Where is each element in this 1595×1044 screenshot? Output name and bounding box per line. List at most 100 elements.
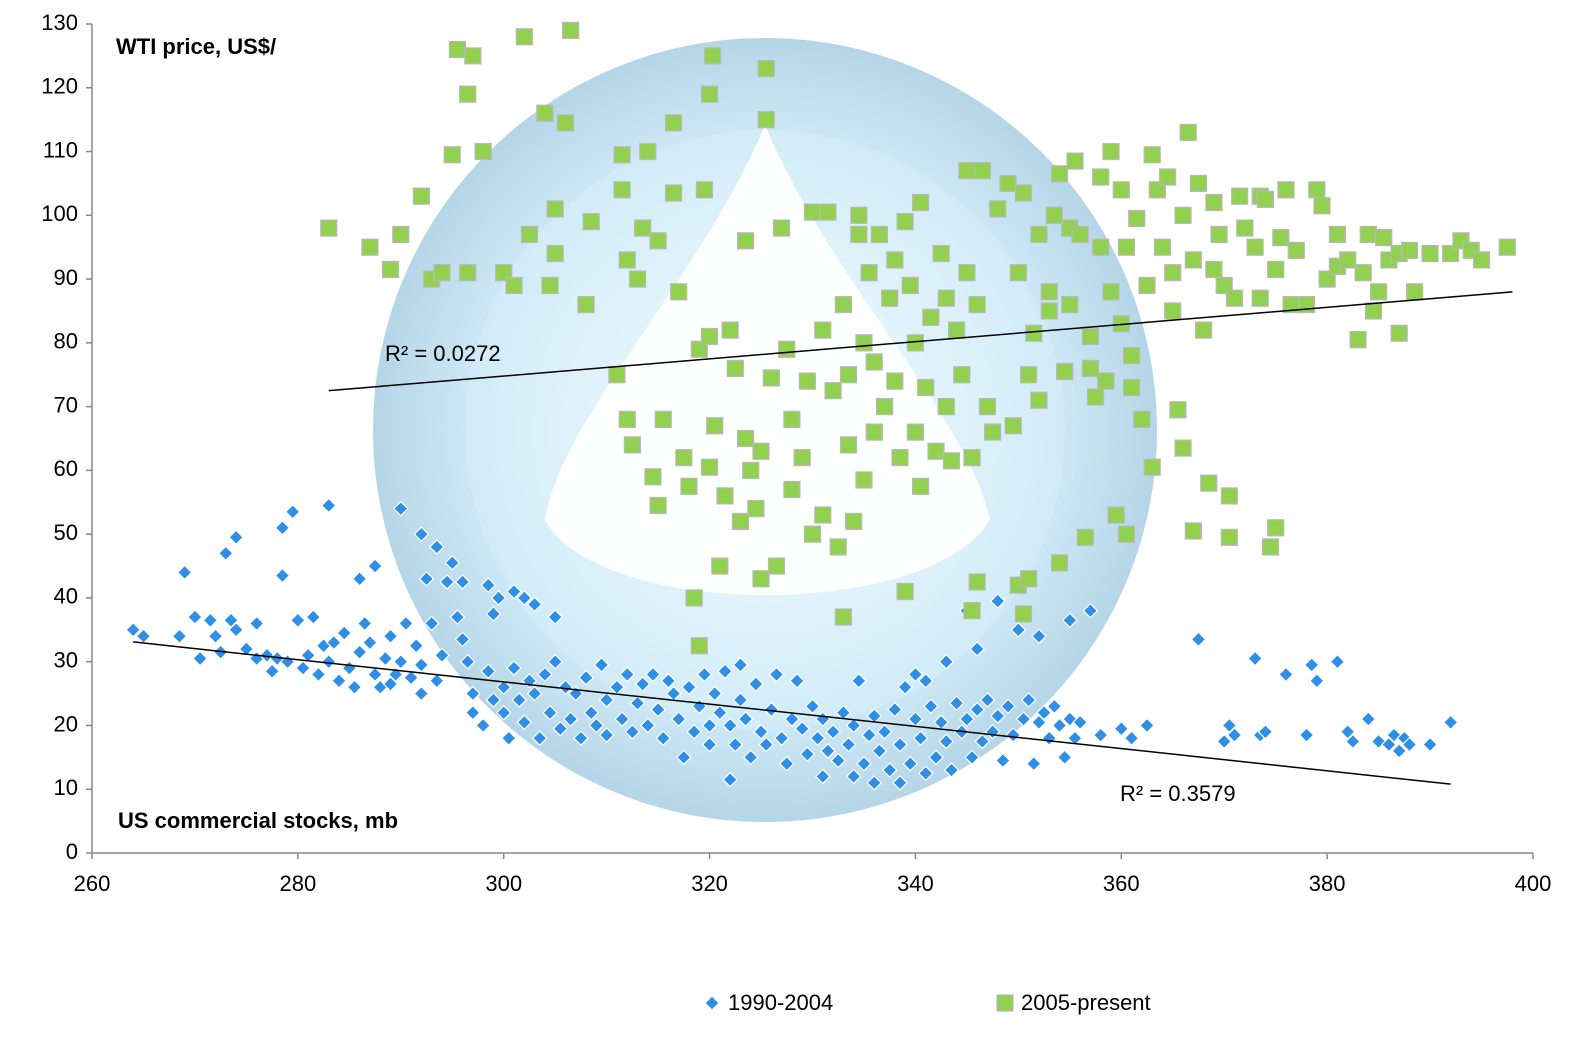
data-point (973, 162, 991, 180)
data-point (1442, 714, 1459, 731)
data-point (742, 749, 759, 766)
data-point (814, 506, 832, 524)
data-point (1210, 225, 1228, 244)
data-point (341, 660, 358, 676)
data-point (480, 663, 497, 680)
data-point (1257, 723, 1274, 740)
data-point (1102, 283, 1120, 301)
data-point (556, 114, 575, 132)
data-point (1189, 174, 1208, 193)
data-point (773, 730, 790, 747)
data-point (418, 570, 435, 587)
data-point (300, 647, 316, 664)
data-point (336, 625, 353, 641)
data-point (917, 765, 934, 782)
trendline-label: R² = 0.3579 (1120, 781, 1236, 806)
data-point (1061, 295, 1079, 314)
data-point (752, 570, 770, 588)
data-point (700, 85, 719, 103)
data-point (845, 512, 863, 531)
data-point (459, 85, 477, 103)
data-point (726, 359, 744, 377)
data-point (1041, 730, 1058, 747)
data-point (264, 663, 280, 680)
data-point (974, 733, 991, 750)
data-point (891, 449, 909, 467)
data-point (588, 717, 605, 734)
data-point (628, 270, 647, 288)
data-point (834, 295, 852, 314)
data-point (875, 398, 894, 416)
data-point (1164, 264, 1182, 282)
data-point (902, 755, 919, 772)
data-point (1364, 302, 1383, 320)
data-point (1081, 327, 1100, 346)
data-point (1174, 439, 1192, 457)
data-point (1308, 181, 1326, 199)
data-point (351, 570, 368, 587)
data-point (645, 666, 661, 683)
data-point (125, 621, 142, 638)
data-point (675, 449, 693, 467)
data-point (1000, 698, 1016, 715)
data-point (886, 701, 903, 718)
data-point (1215, 276, 1233, 295)
data-point (1375, 229, 1393, 247)
data-point (732, 657, 749, 673)
x-tick-label: 300 (485, 871, 522, 896)
data-point (511, 692, 528, 708)
data-point (1472, 251, 1491, 269)
data-point (901, 276, 919, 295)
data-point (1112, 181, 1130, 199)
data-point (978, 398, 997, 416)
x-tick-label: 400 (1515, 871, 1552, 896)
y-tick-label: 20 (54, 711, 78, 736)
data-point (881, 289, 899, 307)
data-point (712, 704, 728, 721)
data-point (834, 608, 852, 626)
data-point (722, 771, 739, 788)
data-point (562, 711, 579, 727)
data-point (1107, 506, 1125, 524)
data-point (614, 711, 630, 727)
data-point (618, 251, 636, 269)
data-point (968, 573, 986, 591)
data-point (448, 40, 466, 59)
data-point (392, 653, 409, 670)
data-point (1205, 193, 1223, 212)
data-point (444, 555, 461, 571)
data-point (485, 606, 502, 622)
data-point (449, 609, 466, 625)
data-point (537, 666, 553, 683)
data-point (969, 641, 986, 657)
data-point (495, 679, 512, 696)
data-point (948, 695, 965, 711)
data-point (959, 711, 975, 727)
data-point (927, 442, 945, 460)
data-point (618, 410, 636, 428)
data-point (1278, 666, 1294, 683)
data-point (582, 213, 600, 231)
data-point (1031, 628, 1047, 645)
data-point (1169, 401, 1187, 419)
data-point (634, 676, 651, 692)
data-point (639, 717, 656, 734)
data-point (501, 730, 517, 747)
data-point (989, 708, 1006, 724)
data-point (443, 146, 461, 164)
data-point (495, 704, 512, 721)
data-point (706, 417, 724, 435)
data-point (1020, 570, 1038, 588)
data-point (1220, 487, 1238, 505)
legend-label: 1990-2004 (728, 990, 833, 1015)
data-point (1036, 704, 1052, 721)
y-tick-label: 60 (54, 456, 78, 481)
data-point (613, 146, 631, 164)
data-point (685, 589, 703, 607)
data-point (1421, 244, 1439, 263)
trendline (328, 291, 1513, 392)
data-point (722, 717, 739, 734)
data-point (995, 752, 1011, 769)
data-point (861, 727, 877, 743)
